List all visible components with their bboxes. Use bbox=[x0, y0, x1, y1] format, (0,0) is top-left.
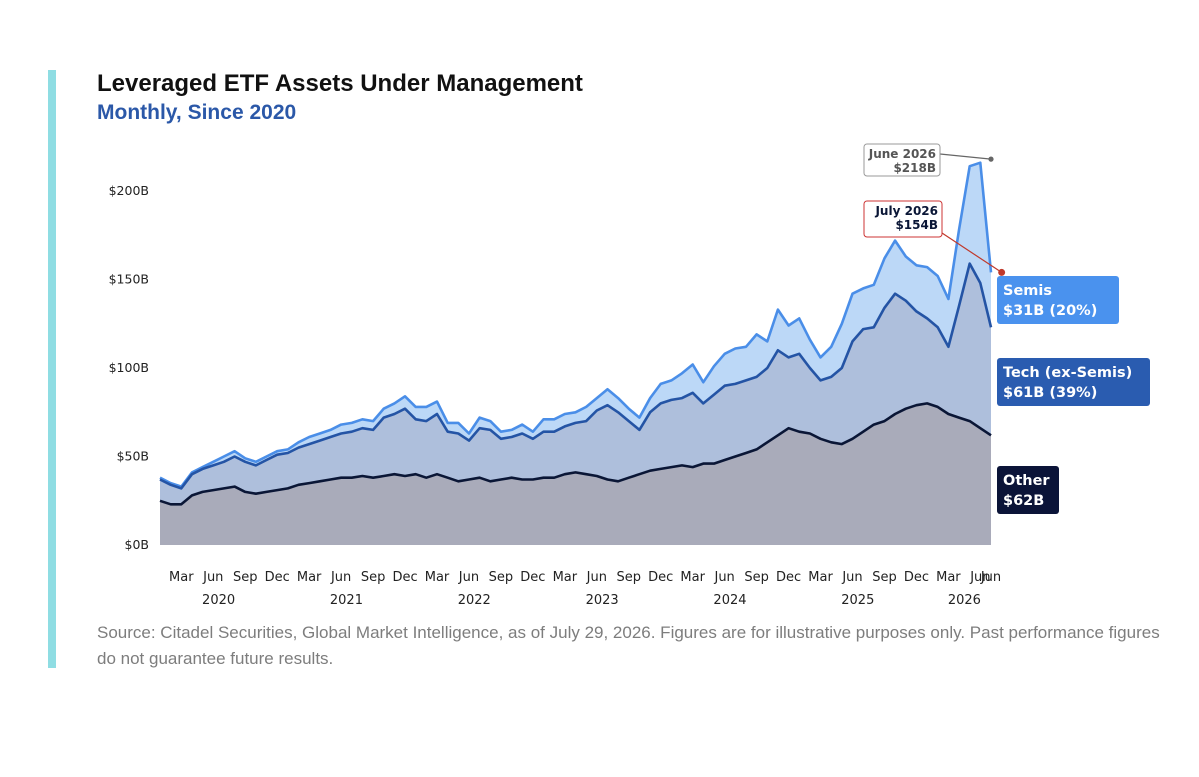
callout-value-july: $154B bbox=[895, 218, 938, 232]
x-tick-label: Jun bbox=[980, 570, 1001, 585]
accent-bar bbox=[48, 70, 56, 668]
y-tick-label: $100B bbox=[109, 360, 149, 375]
series-label-name-semis: Semis bbox=[1003, 283, 1052, 299]
series-label-box-other bbox=[997, 466, 1059, 514]
year-label: 2024 bbox=[713, 593, 746, 608]
year-label: 2023 bbox=[586, 593, 619, 608]
x-tick-label: Mar bbox=[808, 570, 833, 585]
callout-box-june bbox=[863, 143, 941, 177]
x-tick-label: Mar bbox=[936, 570, 961, 585]
y-tick-label: $200B bbox=[109, 183, 149, 198]
x-tick-label: Dec bbox=[904, 570, 929, 585]
series-label-value-semis: $31B (20%) bbox=[1003, 303, 1097, 319]
x-tick-label: Dec bbox=[648, 570, 673, 585]
x-tick-label: Mar bbox=[169, 570, 194, 585]
x-tick-label: Jun bbox=[841, 570, 862, 585]
x-tick-label: Sep bbox=[872, 570, 897, 585]
year-label: 2022 bbox=[458, 593, 491, 608]
x-tick-label: Mar bbox=[680, 570, 705, 585]
x-tick-label: Dec bbox=[265, 570, 290, 585]
y-tick-label: $50B bbox=[117, 449, 149, 464]
y-tick-label: $0B bbox=[125, 537, 149, 552]
year-label: 2020 bbox=[202, 593, 235, 608]
series-label-name-tech: Tech (ex-Semis) bbox=[1003, 365, 1132, 381]
line-other bbox=[159, 402, 992, 506]
aum-area-chart: $0B $50B $100B $150B $200B Mar Jun Sep Dec Mar Jun… bbox=[109, 143, 1150, 608]
callout-leader-june bbox=[939, 153, 992, 160]
series-label-box-tech bbox=[997, 358, 1150, 406]
callout-leader-july bbox=[941, 232, 1002, 273]
callout-value-june: $218B bbox=[893, 161, 936, 175]
x-tick-label: Dec bbox=[392, 570, 417, 585]
chart-subtitle: Monthly, Since 2020 bbox=[97, 101, 297, 124]
x-tick-label: Dec bbox=[776, 570, 801, 585]
callout-date-july: July 2026 bbox=[874, 204, 938, 218]
series-label-value-tech: $61B (39%) bbox=[1003, 385, 1097, 401]
source-note: Source: Citadel Securities, Global Marke… bbox=[97, 623, 1160, 668]
year-label: 2025 bbox=[841, 593, 874, 608]
line-semis bbox=[159, 161, 993, 488]
x-tick-label: Mar bbox=[297, 570, 322, 585]
x-tick-label: Jun bbox=[458, 570, 479, 585]
line-tech bbox=[159, 262, 993, 490]
callout-box-july bbox=[863, 200, 943, 238]
year-label: 2026 bbox=[948, 593, 981, 608]
x-tick-label: Jun bbox=[586, 570, 607, 585]
y-tick-label: $150B bbox=[109, 272, 149, 287]
x-tick-label: Jun bbox=[713, 570, 734, 585]
x-tick-label: Sep bbox=[489, 570, 514, 585]
callout-dot-june bbox=[988, 156, 994, 162]
area-other bbox=[160, 403, 991, 545]
year-label: 2021 bbox=[330, 593, 363, 608]
x-tick-label: Mar bbox=[553, 570, 578, 585]
series-label-name-other: Other bbox=[1003, 473, 1050, 489]
x-tick-label: Sep bbox=[744, 570, 769, 585]
x-tick-label: Sep bbox=[233, 570, 258, 585]
series-label-value-other: $62B bbox=[1003, 493, 1044, 509]
x-tick-label: Jun bbox=[202, 570, 223, 585]
x-tick-label: Jun bbox=[969, 570, 990, 585]
x-tick-label: Mar bbox=[425, 570, 450, 585]
series-label-box-semis bbox=[997, 276, 1119, 324]
callout-dot-july bbox=[998, 268, 1006, 276]
callout-date-june: June 2026 bbox=[868, 147, 936, 161]
x-tick-label: Sep bbox=[361, 570, 386, 585]
chart-title: Leveraged ETF Assets Under Management bbox=[97, 70, 583, 97]
x-tick-label: Sep bbox=[617, 570, 642, 585]
x-tick-label: Dec bbox=[520, 570, 545, 585]
x-tick-label: Jun bbox=[330, 570, 351, 585]
